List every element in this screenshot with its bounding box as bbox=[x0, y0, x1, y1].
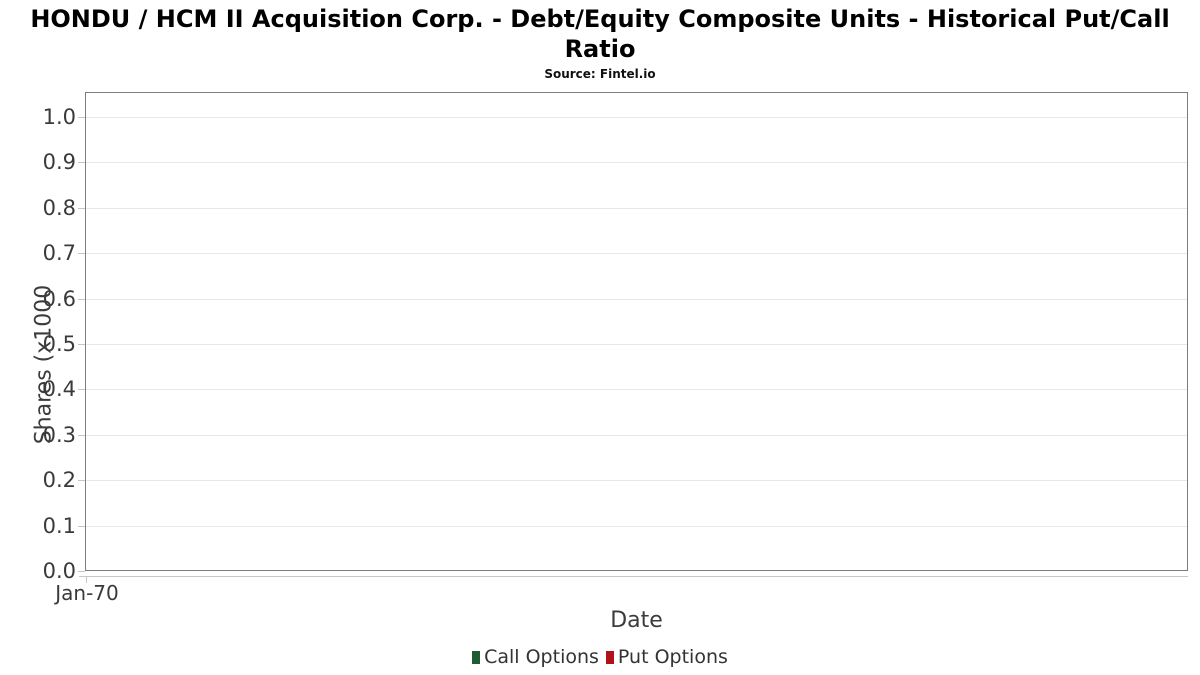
y-tick-mark bbox=[78, 434, 85, 436]
y-tick-label: 0.3 bbox=[42, 422, 76, 447]
legend-marker-icon bbox=[472, 650, 481, 664]
y-gridline bbox=[86, 207, 1187, 209]
y-tick-label: 0.2 bbox=[42, 468, 76, 493]
y-tick-label: 0.9 bbox=[42, 150, 76, 175]
x-tick-mark bbox=[86, 576, 87, 583]
legend-item: Put Options bbox=[605, 646, 728, 668]
y-tick-label: 0.6 bbox=[42, 286, 76, 311]
y-tick-mark bbox=[78, 525, 85, 527]
legend-item: Call Options bbox=[472, 646, 599, 668]
y-tick-label: 0.0 bbox=[42, 559, 76, 583]
y-axis-title: Shares (x1000 bbox=[31, 284, 57, 445]
y-gridline bbox=[86, 389, 1187, 391]
chart-title-line2: Ratio bbox=[564, 35, 636, 63]
y-gridline bbox=[86, 253, 1187, 255]
y-tick-label: 0.5 bbox=[42, 332, 76, 356]
y-tick-mark bbox=[78, 571, 85, 572]
plot-area bbox=[85, 92, 1188, 571]
y-gridline bbox=[86, 162, 1187, 164]
y-tick-mark bbox=[78, 117, 85, 118]
x-axis-title: Date bbox=[610, 608, 663, 633]
x-axis-line bbox=[79, 576, 1188, 577]
y-tick-mark bbox=[78, 162, 85, 164]
y-tick-label: 0.1 bbox=[42, 513, 76, 538]
y-tick-label: 0.8 bbox=[42, 195, 76, 220]
y-tick-mark bbox=[78, 253, 85, 255]
y-tick-mark bbox=[78, 389, 85, 391]
y-tick-label: 1.0 bbox=[42, 105, 76, 129]
y-tick-mark bbox=[78, 298, 85, 300]
legend-label: Call Options bbox=[484, 646, 599, 668]
legend-label: Put Options bbox=[617, 646, 728, 668]
y-gridline bbox=[86, 344, 1187, 345]
y-gridline bbox=[86, 298, 1187, 300]
y-gridline bbox=[86, 117, 1187, 118]
y-tick-mark bbox=[78, 207, 85, 209]
legend-marker-icon bbox=[605, 650, 614, 664]
y-gridline bbox=[86, 434, 1187, 436]
y-tick-mark bbox=[78, 480, 85, 482]
y-tick-mark bbox=[78, 344, 85, 345]
y-tick-label: 0.7 bbox=[42, 241, 76, 266]
y-gridline bbox=[86, 480, 1187, 482]
chart-title-line1: HONDU / HCM II Acquisition Corp. - Debt/… bbox=[30, 5, 1170, 33]
y-gridline bbox=[86, 525, 1187, 527]
x-tick-label: Jan-70 bbox=[55, 581, 119, 605]
y-tick-label: 0.4 bbox=[42, 377, 76, 402]
chart-legend: Call Options Put Options bbox=[0, 645, 1200, 669]
chart-source-subtitle: Source: Fintel.io bbox=[544, 67, 656, 81]
